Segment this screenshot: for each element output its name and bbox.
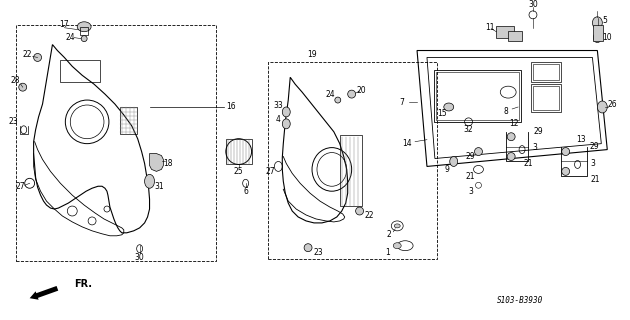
Ellipse shape: [19, 83, 26, 91]
Text: 31: 31: [154, 182, 164, 191]
Bar: [16, 25, 216, 260]
Bar: [80, 27, 88, 35]
Text: 23: 23: [313, 248, 323, 257]
Text: 13: 13: [576, 135, 585, 144]
Text: 22: 22: [23, 50, 32, 59]
Text: 20: 20: [357, 86, 367, 95]
Ellipse shape: [77, 22, 91, 32]
Ellipse shape: [592, 17, 602, 29]
Ellipse shape: [474, 148, 483, 156]
Polygon shape: [149, 154, 163, 172]
Text: 26: 26: [607, 100, 617, 108]
Ellipse shape: [282, 119, 290, 129]
Text: 16: 16: [226, 102, 236, 111]
Ellipse shape: [597, 101, 607, 113]
Text: 17: 17: [59, 20, 69, 29]
Text: 29: 29: [590, 142, 599, 151]
Text: 4: 4: [276, 116, 281, 124]
Ellipse shape: [282, 107, 290, 117]
Bar: [531, 62, 561, 82]
Bar: [496, 26, 514, 38]
Bar: [533, 86, 559, 110]
Bar: [436, 72, 519, 120]
Text: 27: 27: [266, 167, 275, 176]
Text: 25: 25: [234, 167, 244, 176]
Text: 7: 7: [400, 98, 404, 107]
Bar: [533, 64, 559, 80]
Text: 21: 21: [524, 159, 533, 168]
Ellipse shape: [348, 90, 355, 98]
Text: 30: 30: [528, 0, 538, 10]
Ellipse shape: [304, 244, 312, 252]
Ellipse shape: [507, 153, 515, 161]
Ellipse shape: [507, 133, 515, 141]
Text: 3: 3: [532, 143, 537, 152]
Bar: [434, 70, 521, 122]
Text: 5: 5: [603, 16, 608, 25]
Ellipse shape: [335, 97, 341, 103]
Text: 21: 21: [466, 172, 475, 181]
Text: 30: 30: [135, 253, 144, 262]
Text: 1: 1: [385, 248, 390, 257]
Ellipse shape: [33, 53, 42, 61]
Text: 11: 11: [486, 23, 495, 32]
Text: 27: 27: [16, 182, 26, 191]
Text: 28: 28: [10, 76, 20, 85]
Ellipse shape: [562, 167, 570, 175]
Bar: [340, 135, 362, 206]
Text: 19: 19: [307, 50, 317, 59]
Bar: [508, 31, 522, 41]
Text: 22: 22: [365, 212, 374, 220]
Bar: [593, 25, 604, 41]
Bar: [60, 60, 100, 82]
Ellipse shape: [394, 224, 400, 228]
Text: 23: 23: [8, 117, 18, 126]
Text: 8: 8: [504, 108, 508, 116]
Text: 10: 10: [602, 33, 612, 42]
Ellipse shape: [81, 36, 87, 42]
Text: 24: 24: [325, 90, 335, 99]
Bar: [226, 139, 251, 164]
Ellipse shape: [393, 243, 401, 249]
Ellipse shape: [145, 174, 154, 188]
Text: 9: 9: [444, 165, 449, 174]
Text: 3: 3: [468, 187, 473, 196]
Text: 24: 24: [66, 33, 75, 42]
Text: 32: 32: [464, 125, 473, 134]
Text: FR.: FR.: [74, 279, 92, 289]
Text: 33: 33: [273, 101, 284, 110]
Text: 21: 21: [591, 175, 600, 184]
Text: 3: 3: [590, 159, 595, 168]
FancyArrow shape: [30, 286, 58, 300]
Text: S103-B3930: S103-B3930: [497, 296, 543, 305]
Text: 29: 29: [466, 152, 476, 161]
Text: 14: 14: [403, 139, 412, 148]
Bar: [531, 84, 561, 112]
Text: 18: 18: [164, 159, 173, 168]
Bar: [268, 62, 437, 259]
Text: 6: 6: [243, 187, 248, 196]
Text: 12: 12: [510, 119, 519, 128]
Ellipse shape: [355, 207, 364, 215]
Text: 29: 29: [533, 127, 542, 136]
Ellipse shape: [444, 103, 454, 111]
Ellipse shape: [450, 156, 457, 166]
Text: 15: 15: [437, 109, 447, 118]
Text: 2: 2: [387, 230, 392, 239]
Ellipse shape: [562, 148, 570, 156]
